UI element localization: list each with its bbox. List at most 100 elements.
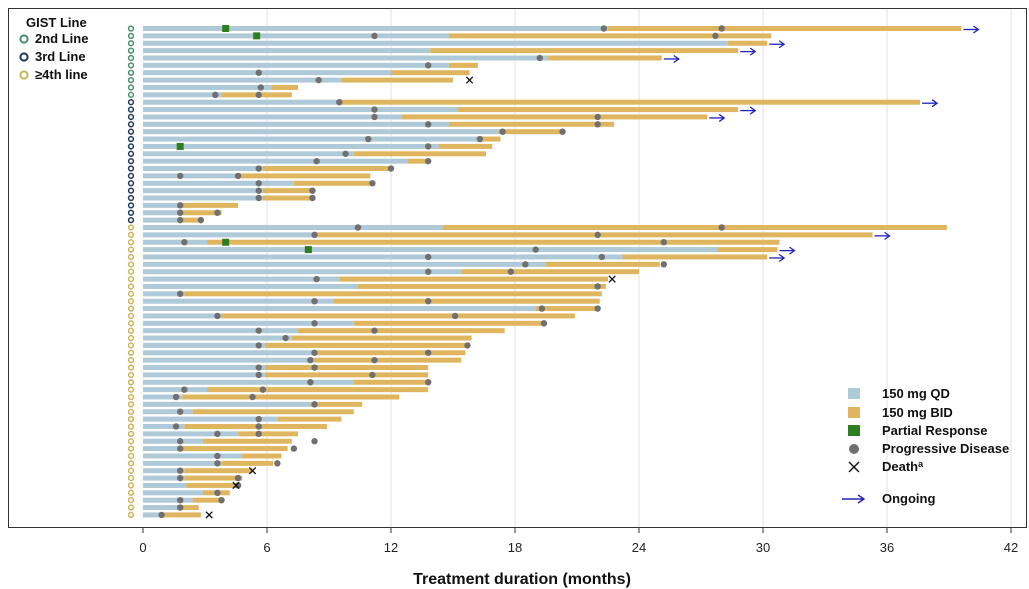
death-marker xyxy=(248,467,257,475)
ongoing-arrow xyxy=(740,106,757,115)
bid-segment xyxy=(236,173,371,179)
bid-segment xyxy=(238,431,298,437)
progressive-disease-marker xyxy=(594,231,601,239)
gist-line-legend-marker xyxy=(19,34,29,44)
qd-segment xyxy=(143,143,439,149)
progressive-disease-marker xyxy=(212,91,219,99)
legend-swatch-pr xyxy=(848,425,860,436)
bid-segment xyxy=(727,40,768,46)
bid-segment xyxy=(312,350,466,356)
gist-line-dot xyxy=(127,430,135,438)
gist-line-dot xyxy=(127,99,135,106)
progressive-disease-marker xyxy=(371,113,378,121)
progressive-disease-marker xyxy=(255,180,262,187)
progressive-disease-marker xyxy=(532,246,539,253)
death-marker-stroke xyxy=(608,275,616,283)
bid-segment xyxy=(477,136,501,142)
legend-swatch-pd xyxy=(849,444,859,454)
progressive-disease-marker xyxy=(307,356,314,364)
progressive-disease-marker xyxy=(259,386,267,393)
bid-segment xyxy=(608,26,962,31)
bid-segment xyxy=(264,372,429,378)
qd-segment xyxy=(143,328,298,334)
gist-line-dot xyxy=(127,150,135,157)
x-axis-ticks: 0 6 12 18 24 30 36 42 xyxy=(139,527,1018,555)
bid-segment xyxy=(180,505,199,511)
progressive-disease-marker xyxy=(177,216,184,224)
bid-segment xyxy=(264,365,429,371)
legend-label-pd: Progressive Disease xyxy=(882,441,1009,456)
gist-line-dot xyxy=(127,113,135,121)
gist-line-dot xyxy=(127,305,135,312)
gist-line-dot xyxy=(127,32,135,40)
bid-segment xyxy=(207,387,429,393)
progressive-disease-marker xyxy=(311,438,318,445)
qd-segment xyxy=(143,62,449,68)
partial-response-marker xyxy=(253,32,261,40)
legend-label-bid: 150 mg BID xyxy=(882,405,953,420)
gist-line-dot xyxy=(127,357,135,364)
bid-segment xyxy=(353,320,546,326)
progressive-disease-marker xyxy=(311,320,318,327)
x-tick-label: 6 xyxy=(263,540,270,555)
progressive-disease-marker xyxy=(369,180,376,187)
bid-segment xyxy=(448,121,615,127)
progressive-disease-marker xyxy=(255,194,262,202)
bid-segment xyxy=(353,151,487,157)
progressive-disease-marker xyxy=(476,135,484,143)
progressive-disease-marker xyxy=(594,113,601,121)
progressive-disease-marker xyxy=(214,430,221,438)
ongoing-arrow xyxy=(963,25,980,34)
bid-segment xyxy=(262,195,313,201)
bid-segment xyxy=(182,446,288,452)
bid-segment xyxy=(442,224,947,230)
progressive-disease-marker xyxy=(499,128,506,135)
partial-response-marker xyxy=(222,238,230,246)
bid-segment xyxy=(184,468,253,474)
progressive-disease-marker xyxy=(255,415,262,423)
bid-segment xyxy=(293,180,371,186)
ongoing-arrow xyxy=(922,99,939,108)
progressive-disease-marker xyxy=(158,511,165,519)
progressive-disease-marker xyxy=(255,371,262,379)
bid-segment xyxy=(262,188,313,194)
death-marker-stroke xyxy=(232,481,240,490)
qd-segment xyxy=(143,121,449,127)
qd-segment xyxy=(143,283,358,289)
progressive-disease-marker xyxy=(660,239,667,246)
ongoing-arrow-head xyxy=(973,25,980,34)
gist-line-dot xyxy=(127,393,135,401)
gist-line-dot xyxy=(127,342,135,349)
progressive-disease-marker xyxy=(311,349,318,356)
gist-line-dot xyxy=(127,482,135,489)
progressive-disease-marker xyxy=(257,84,264,91)
group-dots xyxy=(127,25,135,519)
x-tick-label: 30 xyxy=(756,540,770,555)
progressive-disease-marker xyxy=(255,430,262,438)
qd-segment xyxy=(143,342,265,348)
qd-segment xyxy=(143,423,185,429)
qd-segment xyxy=(143,490,203,496)
progressive-disease-marker xyxy=(255,91,262,99)
qd-segment xyxy=(143,306,536,312)
progressive-disease-marker xyxy=(177,202,184,209)
ongoing-arrow xyxy=(769,40,786,49)
progressive-disease-marker xyxy=(249,393,256,401)
progressive-disease-marker xyxy=(309,194,316,202)
bid-segment xyxy=(438,143,493,149)
gist-line-dot xyxy=(127,180,135,187)
progressive-disease-marker xyxy=(540,320,548,327)
gist-line-dot xyxy=(127,216,135,224)
progressive-disease-marker xyxy=(255,327,262,334)
gist-line-dot xyxy=(127,349,135,356)
qd-segment xyxy=(143,372,265,378)
progressive-disease-marker xyxy=(342,150,349,157)
gist-line-dot xyxy=(127,320,135,327)
bid-segment xyxy=(202,438,292,444)
progressive-disease-marker xyxy=(712,32,719,40)
bid-segment xyxy=(333,298,600,304)
gist-line-dot xyxy=(127,401,135,408)
progressive-disease-marker xyxy=(336,99,343,106)
bid-segment xyxy=(339,276,608,282)
